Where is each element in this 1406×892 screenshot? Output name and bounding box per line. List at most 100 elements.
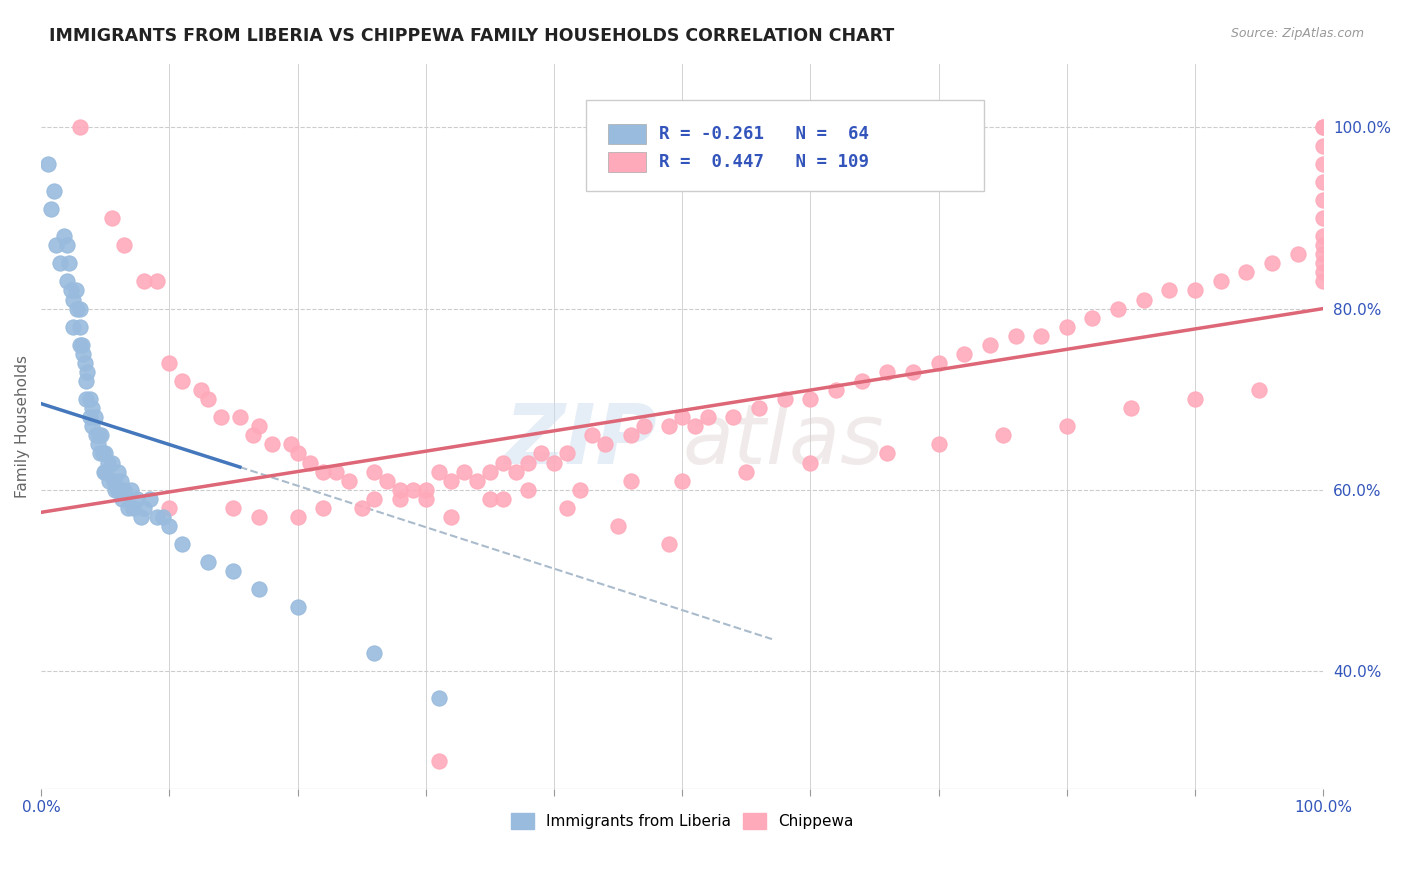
Point	[132, 500, 155, 515]
Point	[337, 474, 360, 488]
Point	[1132, 293, 1154, 307]
Point	[107, 483, 129, 497]
Point	[607, 519, 630, 533]
Point	[991, 428, 1014, 442]
Point	[139, 491, 162, 506]
Point	[465, 474, 488, 488]
Point	[197, 555, 219, 569]
Point	[247, 509, 270, 524]
Point	[581, 428, 603, 442]
Point	[87, 428, 110, 442]
Point	[287, 446, 309, 460]
Point	[1234, 265, 1257, 279]
Point	[1286, 247, 1309, 261]
Point	[748, 401, 770, 416]
Point	[94, 446, 117, 460]
Point	[671, 410, 693, 425]
Point	[37, 156, 59, 170]
Point	[91, 446, 114, 460]
Point	[325, 465, 347, 479]
Point	[69, 120, 91, 135]
Point	[1312, 138, 1334, 153]
Point	[658, 419, 681, 434]
Point	[100, 456, 122, 470]
Point	[157, 500, 180, 515]
Point	[517, 483, 540, 497]
Point	[696, 410, 718, 425]
Point	[69, 319, 91, 334]
Point	[1312, 238, 1334, 252]
Point	[114, 238, 136, 252]
Point	[89, 446, 111, 460]
Point	[157, 356, 180, 370]
Point	[901, 365, 924, 379]
Point	[1249, 383, 1271, 397]
Point	[104, 483, 127, 497]
Point	[222, 500, 245, 515]
Point	[111, 491, 134, 506]
Point	[69, 301, 91, 316]
Point	[593, 437, 616, 451]
Point	[98, 474, 121, 488]
Point	[671, 474, 693, 488]
Point	[97, 456, 120, 470]
Point	[427, 465, 450, 479]
Point	[440, 509, 463, 524]
Point	[543, 456, 565, 470]
Point	[478, 465, 501, 479]
Point	[41, 202, 63, 216]
Point	[280, 437, 302, 451]
Point	[73, 356, 96, 370]
Point	[132, 274, 155, 288]
Point	[117, 500, 139, 515]
Point	[1312, 193, 1334, 207]
Point	[402, 483, 425, 497]
Point	[79, 392, 101, 406]
Point	[389, 491, 412, 506]
Point	[197, 392, 219, 406]
Point	[530, 446, 553, 460]
Point	[86, 437, 108, 451]
Point	[100, 211, 122, 225]
Text: Source: ZipAtlas.com: Source: ZipAtlas.com	[1230, 27, 1364, 40]
Point	[312, 465, 335, 479]
Point	[427, 690, 450, 705]
Text: IMMIGRANTS FROM LIBERIA VS CHIPPEWA FAMILY HOUSEHOLDS CORRELATION CHART: IMMIGRANTS FROM LIBERIA VS CHIPPEWA FAMI…	[49, 27, 894, 45]
Point	[415, 491, 437, 506]
Point	[633, 419, 655, 434]
Point	[415, 483, 437, 497]
Point	[222, 564, 245, 578]
Point	[247, 419, 270, 434]
Point	[76, 365, 98, 379]
Point	[1312, 256, 1334, 270]
Point	[94, 465, 117, 479]
Point	[1312, 120, 1334, 135]
Point	[478, 491, 501, 506]
Point	[979, 338, 1001, 352]
Point	[876, 365, 898, 379]
Point	[1184, 284, 1206, 298]
Point	[172, 374, 194, 388]
Point	[658, 537, 681, 551]
Point	[190, 383, 212, 397]
Point	[1159, 284, 1181, 298]
Point	[799, 456, 821, 470]
Point	[440, 474, 463, 488]
Point	[683, 419, 706, 434]
Point	[58, 256, 80, 270]
Point	[1312, 120, 1334, 135]
Point	[79, 410, 101, 425]
Point	[735, 465, 758, 479]
Point	[1004, 328, 1026, 343]
Point	[389, 483, 412, 497]
Point	[107, 465, 129, 479]
Point	[299, 456, 322, 470]
Point	[363, 465, 385, 479]
Point	[620, 474, 643, 488]
Point	[120, 483, 142, 497]
Point	[1056, 319, 1078, 334]
Point	[1031, 328, 1053, 343]
Point	[82, 419, 104, 434]
Point	[66, 301, 89, 316]
Point	[1056, 419, 1078, 434]
